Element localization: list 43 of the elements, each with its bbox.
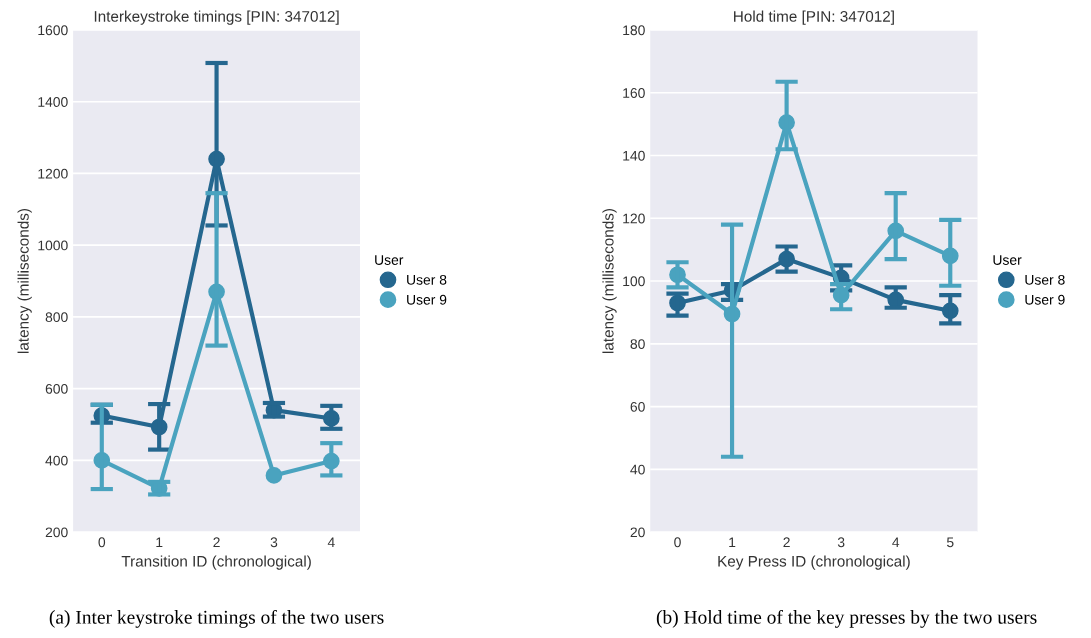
point xyxy=(265,467,283,484)
text: (b) Hold time of the key presses by the two users xyxy=(656,609,1037,628)
legend-title: User xyxy=(993,255,1022,265)
y-tick-label: 20 xyxy=(630,527,645,538)
y-axis-title: latency (milliseconds) xyxy=(602,208,617,354)
text: (a) Inter keystroke timings of the two users xyxy=(49,609,384,628)
legend-label: User 8 xyxy=(1025,274,1065,285)
y-tick-label: 1200 xyxy=(38,168,68,179)
y-axis-title: latency (milliseconds) xyxy=(17,208,32,354)
x-axis-title: Transition ID (chronological) xyxy=(121,555,311,570)
y-tick-label: 40 xyxy=(630,464,645,475)
x-tick-label: 4 xyxy=(892,537,900,548)
legend-label: User 9 xyxy=(407,294,447,305)
y-tick-label: 1400 xyxy=(38,97,68,107)
y-tick-label: 60 xyxy=(630,401,645,412)
x-tick-label: 0 xyxy=(674,537,681,548)
y-tick-label: 200 xyxy=(45,527,68,538)
legend-label: User 8 xyxy=(407,274,447,285)
x-tick-label: 5 xyxy=(946,537,954,548)
y-tick-label: 600 xyxy=(45,383,68,394)
x-axis-title: Key Press ID (chronological) xyxy=(718,555,910,570)
x-tick-label: 2 xyxy=(783,537,790,548)
y-tick-label: 80 xyxy=(630,339,645,349)
x-tick-label: 1 xyxy=(156,537,163,548)
y-tick-label: 1600 xyxy=(38,25,68,36)
y-tick-label: 140 xyxy=(623,150,645,161)
y-tick-label: 400 xyxy=(45,455,68,466)
y-tick-label: 100 xyxy=(623,276,645,287)
y-tick-label: 1000 xyxy=(38,240,68,251)
chart-title: Interkeystroke timings [PIN: 347012] xyxy=(94,10,339,25)
x-tick-label: 3 xyxy=(270,537,278,548)
legend-label: User 9 xyxy=(1025,294,1065,305)
y-tick-label: 800 xyxy=(45,312,68,323)
y-tick-label: 180 xyxy=(623,25,645,36)
x-tick-label: 1 xyxy=(729,537,736,548)
x-tick-label: 4 xyxy=(327,537,335,548)
legend-title: User xyxy=(375,255,404,265)
x-tick-label: 2 xyxy=(213,537,220,548)
x-tick-label: 3 xyxy=(837,537,845,548)
y-tick-label: 160 xyxy=(623,88,645,98)
chart-title: Hold time [PIN: 347012] xyxy=(734,10,894,25)
x-tick-label: 0 xyxy=(98,537,106,548)
y-tick-label: 120 xyxy=(623,213,645,224)
